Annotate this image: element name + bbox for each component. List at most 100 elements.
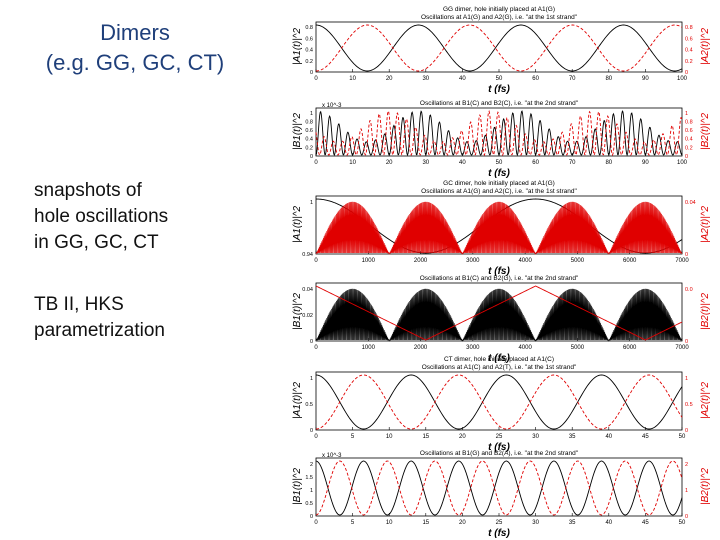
x-tick-label: 5 (351, 520, 355, 526)
x-tick-label: 10 (386, 434, 393, 440)
x-tick-label: 90 (642, 160, 649, 166)
x-tick-label: 30 (422, 76, 429, 82)
x-axis-label: t (fs) (488, 353, 510, 364)
y-tick-label-right: 0.4 (685, 48, 693, 54)
series-black-line (315, 110, 683, 157)
y-tick-label-left: 0.4 (305, 137, 313, 143)
x-tick-label: 40 (605, 520, 612, 526)
x-tick-label: 20 (459, 434, 466, 440)
y-tick-label-right: 0 (685, 339, 688, 345)
y-axis-label-left: |A1(t)|^2 (292, 205, 303, 243)
series-red-line (315, 285, 683, 341)
bullet-parametrization: TB II, HKS parametrization (34, 292, 165, 344)
bullet-snapshots: snapshots of hole oscillations in GG, GC… (34, 178, 168, 256)
x-tick-label: 50 (679, 434, 686, 440)
y-axis-label-right: |B2(t)|^2 (700, 292, 711, 330)
chart-panel: Oscillations at B1(C) and B2(C), i.e. "a… (292, 100, 711, 179)
plot-frame (315, 371, 683, 431)
x-tick-label: 10 (349, 76, 356, 82)
x-tick-label: 45 (642, 520, 649, 526)
x-tick-label: 15 (422, 434, 429, 440)
y-tick-label-left: 0 (310, 428, 313, 434)
x-tick-label: 80 (605, 160, 612, 166)
x-axis-label: t (fs) (488, 266, 510, 277)
y-tick-label-right: 0.2 (685, 145, 693, 151)
chart-subtitle: Oscillations at A1(G) and A2(C), i.e. "a… (421, 188, 577, 195)
x-tick-label: 4000 (518, 258, 532, 264)
bullet-line: parametrization (34, 320, 165, 341)
chart-title: CT dimer, hole initially placed at A1(C) (444, 356, 554, 363)
y-tick-label-right: 0.4 (685, 137, 693, 143)
y-tick-label-left: 0 (310, 70, 313, 76)
chart-subtitle: Oscillations at B1(C) and B2(C), i.e. "a… (420, 100, 579, 107)
x-axis-label: t (fs) (488, 528, 510, 539)
x-tick-label: 0 (314, 76, 318, 82)
chart-panel: Oscillations at B1(G) and B2(A), i.e. "a… (292, 450, 711, 539)
x-tick-label: 35 (569, 520, 576, 526)
axis-exponent: x 10^-3 (322, 453, 342, 459)
chart-subtitle: Oscillations at B1(C) and B2(G), i.e. "a… (420, 275, 579, 282)
x-tick-label: 50 (679, 520, 686, 526)
chart-title: GC dimer, hole initially placed at A1(G) (443, 180, 555, 187)
x-tick-label: 70 (569, 160, 576, 166)
y-axis-label-right: |A2(t)|^2 (700, 205, 711, 243)
x-tick-label: 80 (605, 76, 612, 82)
y-tick-label-right: 0.8 (685, 119, 693, 125)
series-red-line (315, 460, 683, 516)
y-axis-label-right: |A2(t)|^2 (700, 27, 711, 65)
y-tick-label-left: 0.4 (305, 48, 313, 54)
x-tick-label: 4000 (518, 345, 532, 351)
chart-panel: CT dimer, hole initially placed at A1(C)… (292, 356, 711, 453)
x-tick-label: 2000 (414, 258, 428, 264)
title-line-1: Dimers (100, 20, 170, 45)
y-tick-label-left: 0 (310, 514, 313, 520)
y-tick-label-right: 0.6 (685, 36, 693, 42)
y-axis-label-left: |B1(t)|^2 (292, 112, 303, 150)
y-tick-label-right: 1 (685, 111, 688, 117)
x-tick-label: 1000 (362, 258, 376, 264)
y-tick-label-left: 0.02 (302, 313, 313, 319)
y-tick-label-right: 0.04 (685, 200, 696, 206)
x-tick-label: 10 (349, 160, 356, 166)
series-red-line (315, 110, 683, 157)
series-black-line (315, 24, 683, 72)
x-tick-label: 45 (642, 434, 649, 440)
chart-title: GG dimer, hole initially placed at A1(G) (443, 6, 555, 13)
series-red-line (315, 374, 683, 430)
x-tick-label: 5000 (571, 345, 585, 351)
y-tick-label-left: 0.8 (305, 25, 313, 31)
y-tick-label-right: 0.0 (685, 287, 693, 293)
x-tick-label: 40 (605, 434, 612, 440)
y-tick-label-left: 0.8 (305, 119, 313, 125)
axis-exponent: x 10^-3 (322, 103, 342, 109)
y-tick-label-right: 0 (685, 252, 688, 258)
x-tick-label: 0 (314, 160, 318, 166)
x-tick-label: 20 (386, 76, 393, 82)
oscillation-figure: GG dimer, hole initially placed at A1(G)… (292, 6, 711, 539)
y-axis-label-left: |A1(t)|^2 (292, 381, 303, 419)
x-tick-label: 3000 (466, 258, 480, 264)
y-axis-label-left: |B1(t)|^2 (292, 467, 303, 505)
y-tick-label-left: 1 (310, 376, 313, 382)
y-tick-label-left: 1 (310, 111, 313, 117)
x-tick-label: 50 (496, 160, 503, 166)
y-tick-label-left: 0.5 (305, 501, 313, 507)
series-black-line (315, 288, 683, 342)
y-tick-label-left: 0.04 (302, 287, 313, 293)
bullet-line: snapshots of (34, 180, 142, 201)
x-tick-label: 1000 (362, 345, 376, 351)
y-axis-label-right: |A2(t)|^2 (700, 381, 711, 419)
bullet-line: hole oscillations (34, 206, 169, 227)
y-tick-label-right: 0 (685, 428, 688, 434)
x-tick-label: 10 (386, 520, 393, 526)
x-tick-label: 25 (496, 434, 503, 440)
y-tick-label-left: 0.5 (305, 402, 313, 408)
y-tick-label-right: 0.6 (685, 128, 693, 134)
x-tick-label: 0 (314, 345, 318, 351)
x-tick-label: 60 (532, 76, 539, 82)
y-axis-label-left: |B1(t)|^2 (292, 292, 303, 330)
x-tick-label: 40 (459, 76, 466, 82)
y-tick-label-left: 0.6 (305, 36, 313, 42)
x-axis-label: t (fs) (488, 168, 510, 179)
y-axis-label-right: |B2(t)|^2 (700, 112, 711, 150)
